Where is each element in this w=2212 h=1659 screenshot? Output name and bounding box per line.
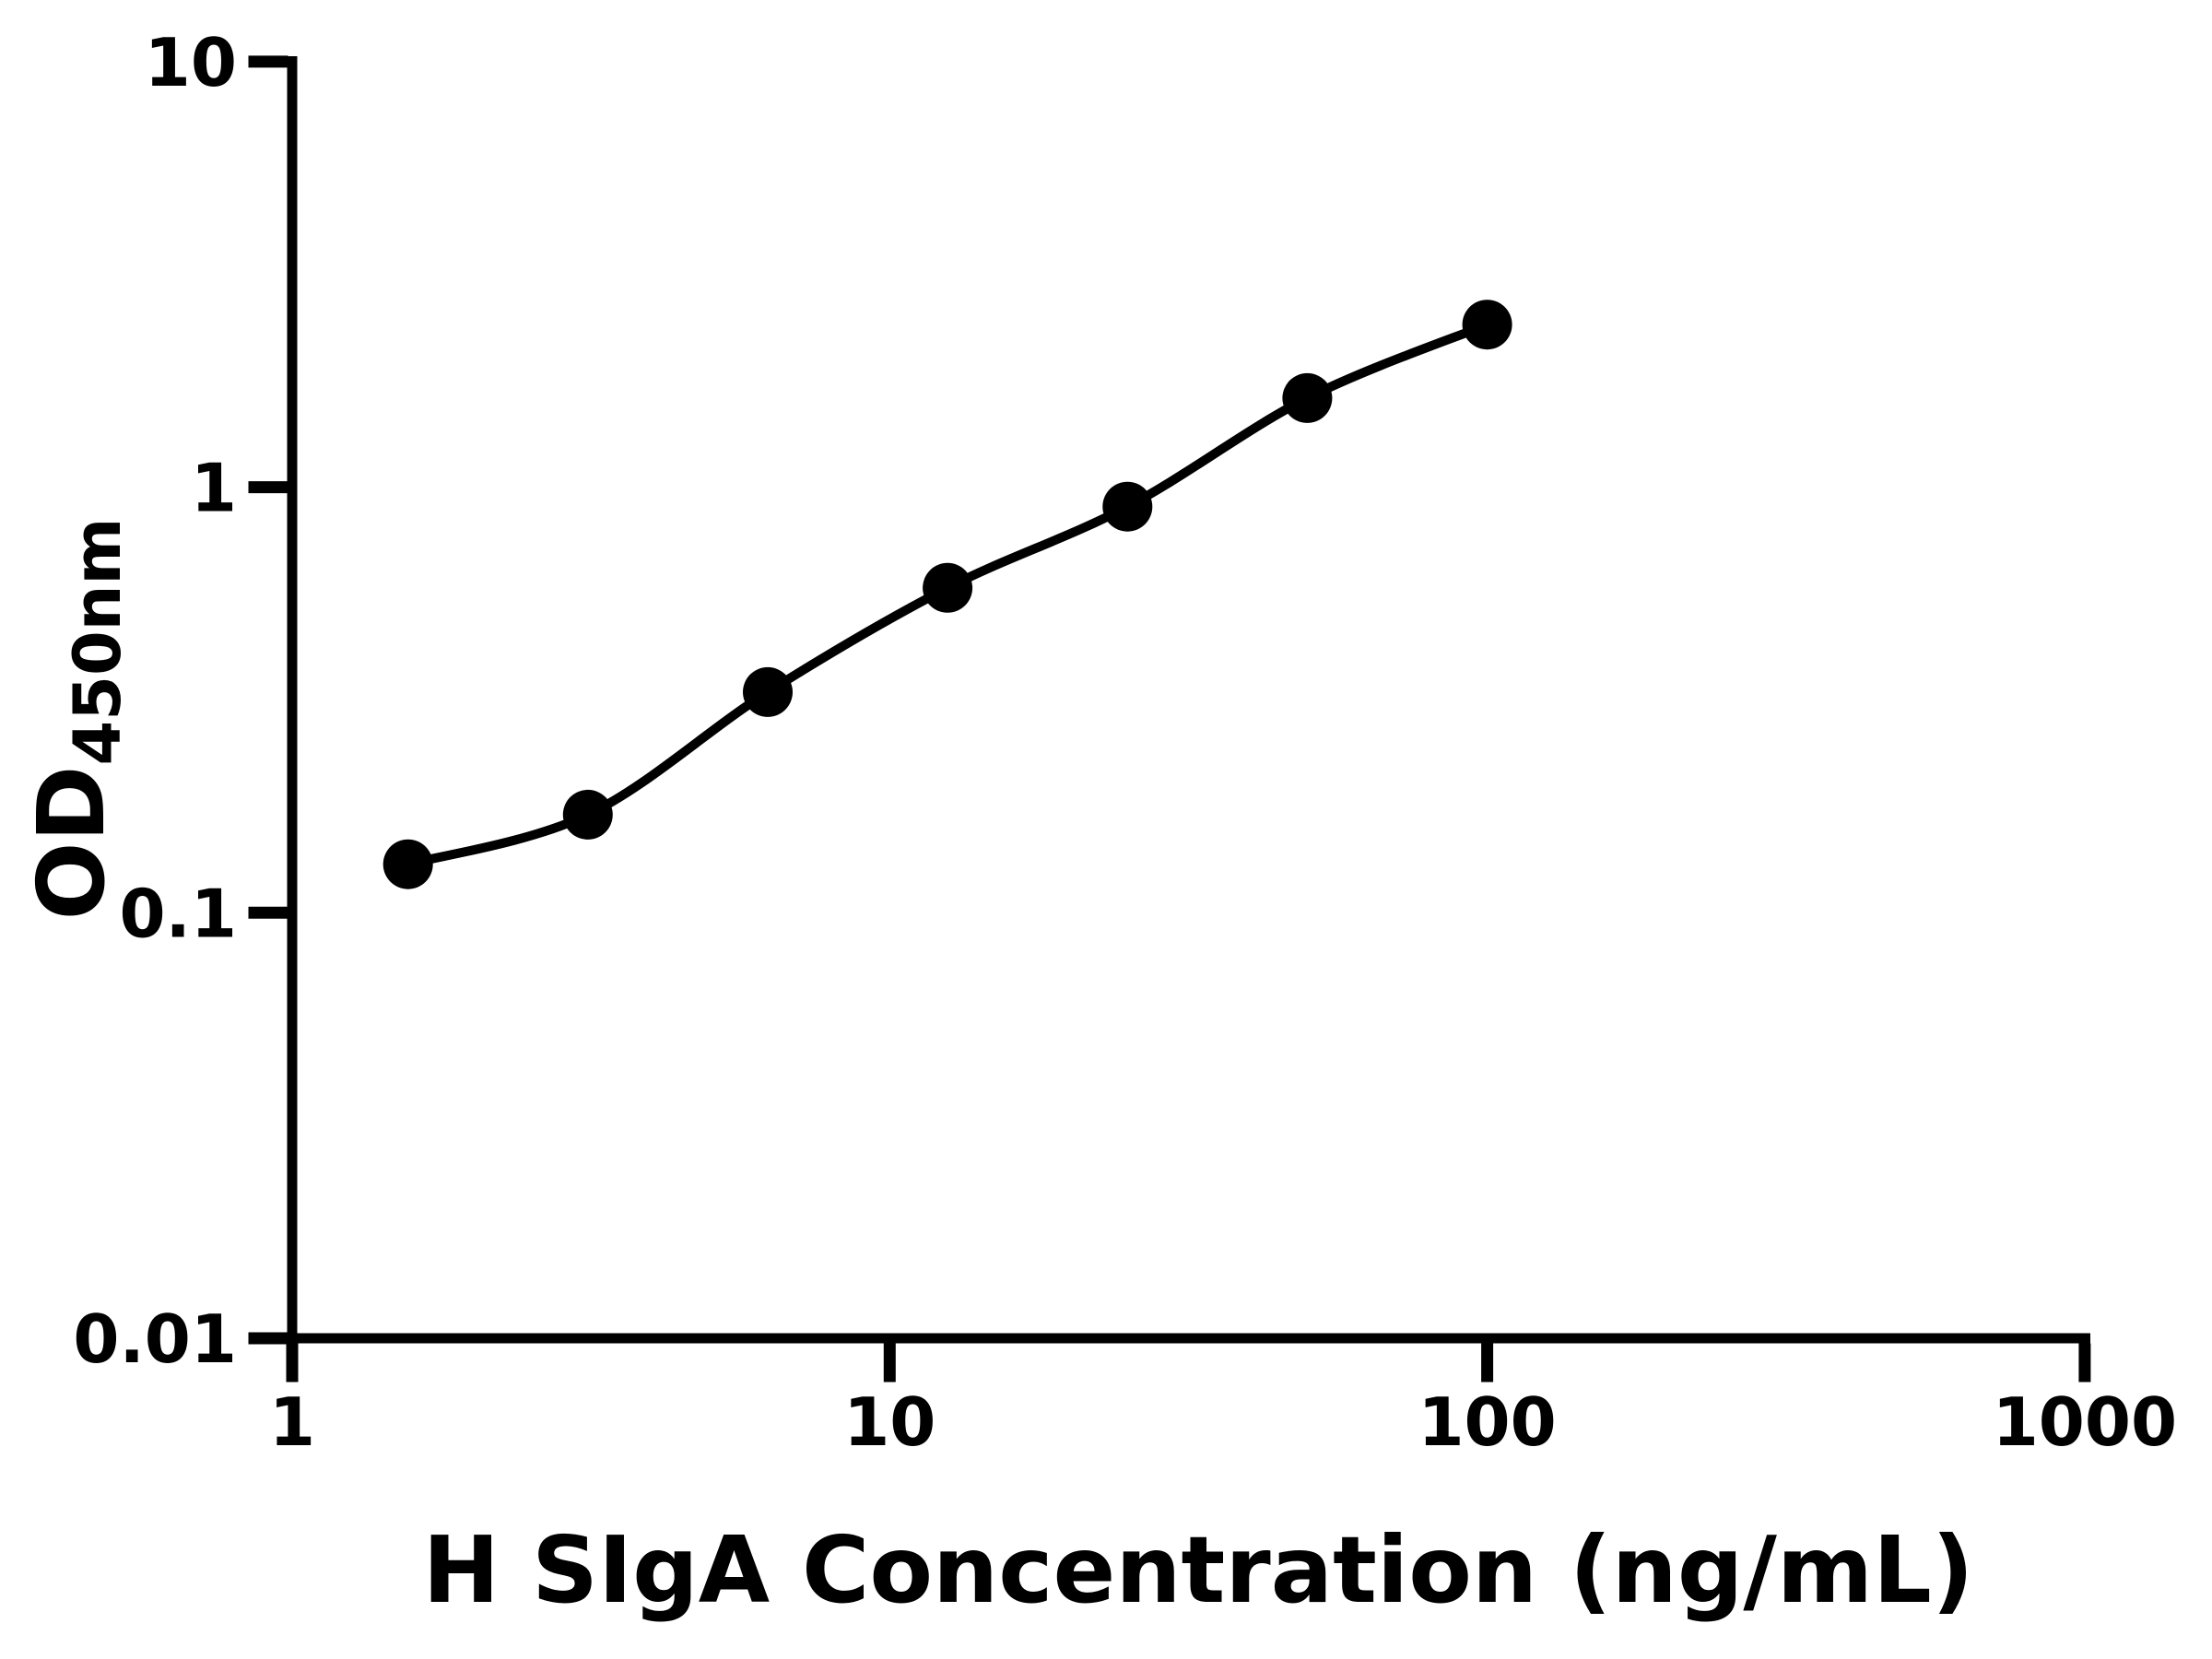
data-point-marker bbox=[1102, 481, 1153, 532]
ticks-layer bbox=[248, 55, 2091, 1382]
points-layer bbox=[382, 300, 1512, 889]
data-point-marker bbox=[743, 666, 793, 717]
y-tick-label: 0.01 bbox=[73, 1300, 237, 1378]
y-axis-title: OD450nm bbox=[18, 518, 135, 921]
x-tick-label: 1 bbox=[269, 1383, 315, 1461]
y-tick-label: 10 bbox=[145, 24, 237, 101]
data-point-marker bbox=[382, 839, 433, 889]
y-tick-label: 1 bbox=[191, 450, 237, 527]
tick-labels-layer: 1 10 100 1000 10 1 0.1 0.01 bbox=[73, 24, 2177, 1461]
x-axis-title: H SIgA Concentration (ng/mL) bbox=[422, 1516, 1973, 1624]
y-tick-label: 0.1 bbox=[119, 875, 237, 952]
data-point-marker bbox=[562, 789, 613, 840]
x-tick-label: 100 bbox=[1418, 1383, 1556, 1461]
data-point-marker bbox=[1282, 372, 1333, 423]
axes-layer bbox=[287, 56, 2090, 1344]
x-tick-label: 10 bbox=[843, 1383, 935, 1461]
x-tick-label: 1000 bbox=[1993, 1383, 2177, 1461]
y-axis-title-subscript: 450nm bbox=[60, 518, 135, 766]
y-axis-title-main: OD bbox=[18, 765, 125, 920]
data-point-marker bbox=[1462, 300, 1512, 350]
data-point-marker bbox=[923, 562, 973, 613]
